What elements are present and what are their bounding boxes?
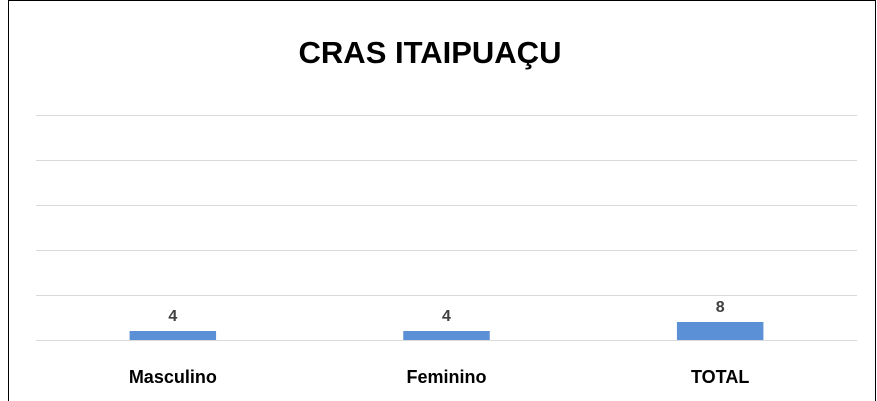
bar — [129, 331, 217, 340]
x-tick-label: TOTAL — [691, 367, 749, 387]
data-label: 4 — [168, 308, 177, 325]
bar — [403, 331, 490, 340]
x-tick-label: Masculino — [129, 367, 217, 387]
x-tick-label: Feminino — [407, 367, 487, 387]
data-label: 8 — [716, 299, 725, 316]
bar — [676, 322, 764, 340]
chart-title: CRAS ITAIPUAÇU — [299, 35, 562, 70]
data-label: 4 — [442, 308, 451, 325]
